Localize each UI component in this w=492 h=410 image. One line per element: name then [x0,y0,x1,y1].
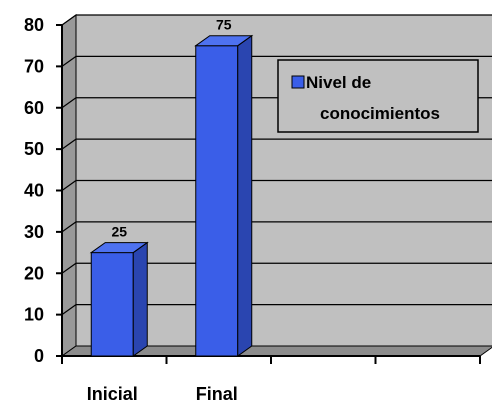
y-tick-label: 30 [24,222,44,242]
data-label: 75 [216,17,232,33]
y-tick-label: 20 [24,263,44,283]
data-label: 25 [111,224,127,240]
x-tick-label: Final [196,384,238,404]
legend-swatch [291,75,305,89]
bar-front [195,45,239,357]
legend-label: Nivel de [306,73,371,92]
bar-front [90,252,134,357]
x-tick-label: Inicial [87,384,138,404]
y-tick-label: 50 [24,139,44,159]
y-tick-label: 0 [34,346,44,366]
bar-side [132,241,148,357]
bar-top [194,35,254,47]
y-tick-label: 80 [24,15,44,35]
gridline [61,221,492,233]
y-tick-label: 40 [24,181,44,201]
gridline [61,179,492,191]
gridline [61,138,492,150]
gridline [61,304,492,316]
gridline [61,55,492,67]
bars: 25 75 [89,17,254,357]
legend-box [277,59,479,133]
gridline [61,262,492,274]
y-tick-label: 60 [24,98,44,118]
bar-side [237,34,253,357]
gridline [61,14,492,26]
bar-final: 75 [194,17,254,357]
legend: Nivel de conocimientos [277,59,479,133]
bar-inicial: 25 [89,224,149,357]
bar-top [89,242,149,254]
y-tick-label: 70 [24,56,44,76]
y-tick-label: 10 [24,305,44,325]
legend-label: conocimientos [320,104,440,123]
